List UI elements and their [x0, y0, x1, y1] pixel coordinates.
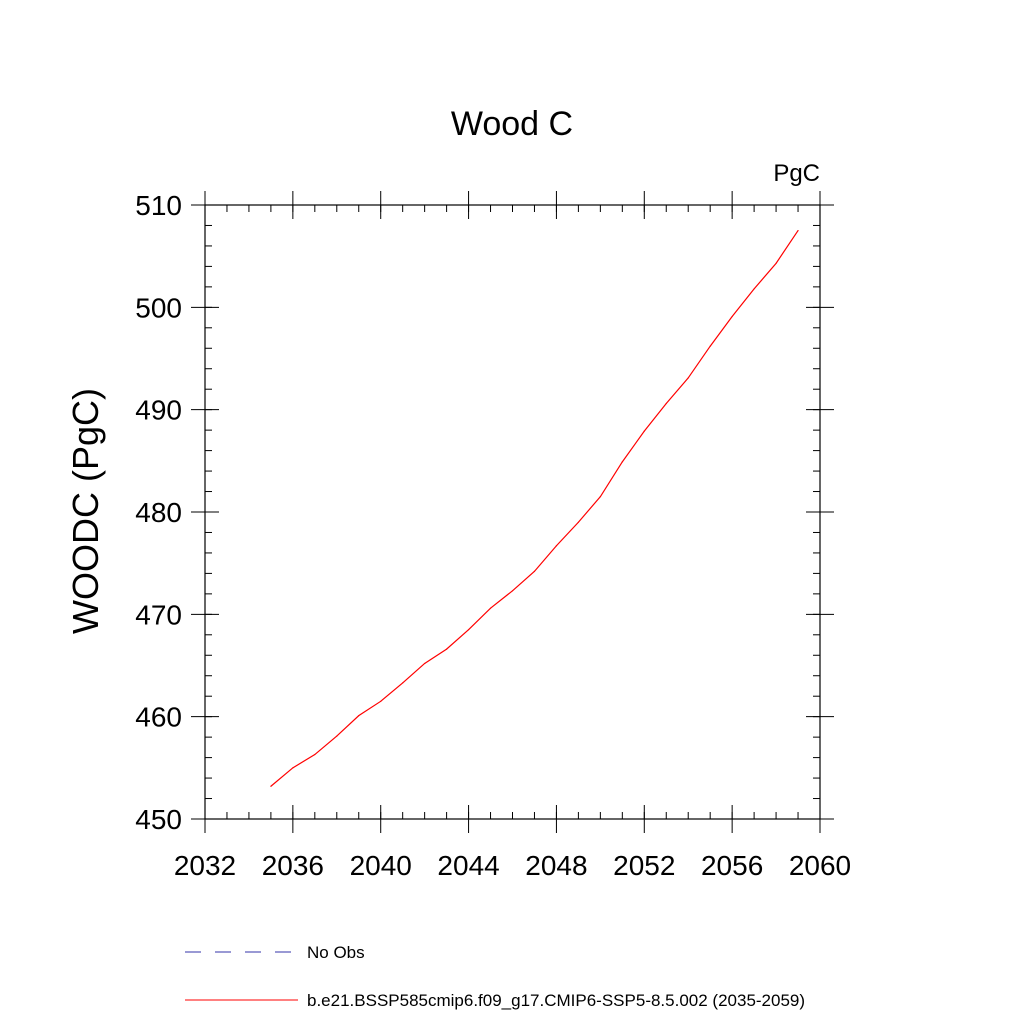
y-tick-label: 490 — [135, 395, 182, 426]
y-tick-label: 500 — [135, 292, 182, 323]
data-point — [643, 430, 645, 432]
data-point — [424, 662, 426, 665]
data-point — [555, 545, 558, 547]
x-tick-labels: 2032 2036 2040 2044 2048 2052 2056 2060 — [174, 850, 851, 881]
data-point — [380, 700, 382, 702]
y-tick-label: 460 — [135, 702, 182, 733]
x-tick-label: 2052 — [613, 850, 675, 881]
series-line-0 — [270, 230, 799, 787]
data-point — [402, 682, 404, 684]
x-tick-label: 2032 — [174, 850, 236, 881]
y-tick-label: 470 — [135, 599, 182, 630]
data-point — [577, 521, 579, 523]
axis-ticks — [191, 191, 834, 833]
data-point — [533, 570, 536, 572]
legend-label-model: b.e21.BSSP585cmip6.f09_g17.CMIP6-SSP5-8.… — [307, 991, 805, 1010]
data-point — [336, 735, 338, 737]
x-tick-label: 2044 — [437, 850, 499, 881]
data-point — [621, 461, 623, 463]
y-tick-label: 510 — [135, 190, 182, 221]
data-point — [731, 315, 733, 318]
data-point — [797, 229, 799, 232]
x-tick-label: 2040 — [350, 850, 412, 881]
data-point — [687, 377, 689, 379]
plot-frame — [204, 204, 821, 820]
data-point — [511, 590, 514, 592]
legend-label-no-obs: No Obs — [307, 943, 365, 962]
data-point — [446, 648, 448, 650]
data-point — [467, 629, 470, 631]
data-point — [292, 767, 294, 769]
data-point — [775, 262, 777, 264]
legend: No Obs b.e21.BSSP585cmip6.f09_g17.CMIP6-… — [185, 943, 805, 1010]
data-point — [314, 753, 316, 756]
units-label: PgC — [773, 160, 820, 187]
y-axis-label: WOODC (PgC) — [65, 388, 106, 634]
data-point — [665, 402, 667, 405]
x-tick-label: 2060 — [789, 850, 851, 881]
data-point — [599, 496, 601, 498]
y-tick-label: 480 — [135, 497, 182, 528]
data-point — [753, 288, 755, 290]
data-point — [270, 785, 272, 787]
y-tick-label: 450 — [135, 804, 182, 835]
data-point — [358, 715, 360, 717]
chart-title: Wood C — [451, 105, 573, 143]
data-point — [709, 345, 711, 347]
x-tick-label: 2048 — [525, 850, 587, 881]
y-tick-labels: 450 460 470 480 490 500 510 — [135, 190, 182, 835]
data-point — [489, 607, 492, 609]
x-tick-label: 2036 — [262, 850, 324, 881]
series-layer — [270, 229, 799, 787]
x-tick-label: 2056 — [701, 850, 763, 881]
